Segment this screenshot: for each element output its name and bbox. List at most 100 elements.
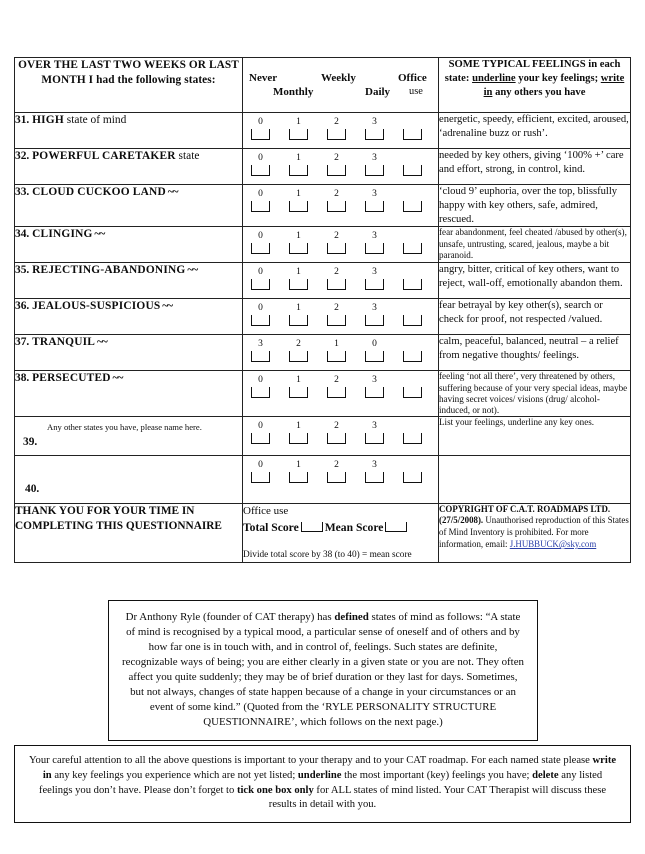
checkbox-other-39-4[interactable] [403,433,422,445]
instr-delete: delete [532,769,559,781]
total-score-field[interactable] [300,521,323,532]
instr-write-in: write in [42,755,617,781]
checkbox-tranquil-1[interactable] [289,351,308,363]
state-number: 35. [15,264,30,277]
checkbox-rejecting-abandoning-2[interactable] [327,279,346,291]
checkbox-tranquil-4[interactable] [403,351,422,363]
checkbox-high-4[interactable] [403,129,422,140]
feelings-text-jealous-suspicious[interactable]: fear betrayal by key other(s), search or… [438,298,631,336]
checkbox-clinging-1[interactable] [289,243,308,255]
checkbox-rejecting-abandoning-4[interactable] [403,279,422,291]
state-number: 31. [15,114,30,126]
checkbox-other-40-4[interactable] [403,472,422,484]
checkbox-powerful-caretaker-2[interactable] [327,165,346,176]
checkbox-high-2[interactable] [327,129,346,140]
scale-number-2: 2 [334,189,339,199]
checkbox-persecuted-0[interactable] [251,387,270,399]
checkbox-cloud-cuckoo-land-2[interactable] [327,201,346,212]
contact-email-link[interactable]: J.HUBBUCK@sky.com [509,539,597,550]
checkbox-clinging-0[interactable] [251,243,270,255]
checkbox-other-40-2[interactable] [327,472,346,484]
feelings-text-other-39[interactable]: List your feelings, underline any key on… [438,416,631,457]
feelings-text-persecuted[interactable]: feeling ‘not all there’, very threatened… [438,370,631,418]
scale-cell-jealous-suspicious: 0 1 2 3 [242,298,439,336]
checkbox-powerful-caretaker-3[interactable] [365,165,384,176]
checkbox-clinging-3[interactable] [365,243,384,255]
scale-number-3: 3 [372,117,377,127]
state-label-other-39[interactable]: Any other states you have, please name h… [14,416,243,457]
checkbox-tranquil-3[interactable] [365,351,384,363]
checkbox-cloud-cuckoo-land-4[interactable] [403,201,422,212]
checkbox-persecuted-3[interactable] [365,387,384,399]
checkbox-jealous-suspicious-3[interactable] [365,315,384,327]
checkbox-clinging-4[interactable] [403,243,422,255]
quote-text-a: Dr Anthony Ryle (founder of CAT therapy)… [125,611,335,623]
scale-cell-high: 0 1 2 3 [242,112,439,149]
scale-number-2: 2 [334,375,339,386]
checkbox-powerful-caretaker-1[interactable] [289,165,308,176]
copyright-terms: Unauthorised reproduction of this States… [439,515,629,550]
scale-number-0: 0 [258,303,263,314]
scale-cell-tranquil: 3 2 1 0 [242,334,439,372]
state-number: 38. [15,372,30,385]
scale-cell-powerful-caretaker: 0 1 2 3 [242,148,439,185]
checkbox-high-3[interactable] [365,129,384,140]
feelings-text-rejecting-abandoning[interactable]: angry, bitter, critical of key others, w… [438,262,631,300]
scale-number-2: 2 [334,153,339,163]
checkbox-tranquil-2[interactable] [327,351,346,363]
state-row-powerful-caretaker: 32. POWERFUL CARETAKER state 0 1 2 3 needed b… [14,148,631,185]
table-footer-row: THANK YOU FOR YOUR TIME IN COMPLETING TH… [14,502,631,564]
scale-number-1: 1 [296,421,301,432]
header-office: Office [398,72,427,84]
checkbox-other-39-3[interactable] [365,433,384,445]
scale-number-0: 0 [258,421,263,432]
scale-cell-clinging: 0 1 2 3 [242,226,439,264]
checkbox-persecuted-1[interactable] [289,387,308,399]
state-row-tranquil: 37. TRANQUIL ~~ 3 2 1 0 calm, peaceful, balan… [14,334,631,372]
checkbox-powerful-caretaker-0[interactable] [251,165,270,176]
checkbox-cloud-cuckoo-land-0[interactable] [251,201,270,212]
checkbox-cloud-cuckoo-land-1[interactable] [289,201,308,212]
feelings-text-high[interactable]: energetic, speedy, efficient, excited, a… [438,112,631,149]
scale-number-2: 2 [296,339,301,350]
feelings-text-powerful-caretaker[interactable]: needed by key others, giving ‘100% +’ ca… [438,148,631,185]
checkbox-cloud-cuckoo-land-3[interactable] [365,201,384,212]
checkbox-rejecting-abandoning-1[interactable] [289,279,308,291]
mean-score-field[interactable] [385,521,408,532]
scale-number-2: 2 [334,267,339,278]
checkbox-clinging-2[interactable] [327,243,346,255]
checkbox-other-40-0[interactable] [251,472,270,484]
scale-number-2: 2 [334,303,339,314]
scale-number-3: 3 [372,460,377,471]
checkbox-other-40-1[interactable] [289,472,308,484]
checkbox-high-1[interactable] [289,129,308,140]
checkbox-other-40-3[interactable] [365,472,384,484]
checkbox-tranquil-0[interactable] [251,351,270,363]
instr-tick-one-box: tick one box only [236,784,314,796]
checkbox-other-39-1[interactable] [289,433,308,445]
feelings-text-other-40[interactable] [438,455,631,504]
checkbox-jealous-suspicious-2[interactable] [327,315,346,327]
state-name-suffix: state of mind [63,114,127,126]
checkbox-rejecting-abandoning-0[interactable] [251,279,270,291]
feelings-text-cloud-cuckoo-land[interactable]: ‘cloud 9’ euphoria, over the top, blissf… [438,183,631,228]
checkbox-jealous-suspicious-0[interactable] [251,315,270,327]
checkbox-powerful-caretaker-4[interactable] [403,165,422,176]
checkbox-persecuted-2[interactable] [327,387,346,399]
scale-number-0: 0 [258,231,263,242]
scale-cell-other-40: 0 1 2 3 [242,455,439,504]
scale-cell-rejecting-abandoning: 0 1 2 3 [242,262,439,300]
checkbox-persecuted-4[interactable] [403,387,422,399]
scale-number-0: 0 [258,267,263,278]
checkbox-rejecting-abandoning-3[interactable] [365,279,384,291]
checkbox-jealous-suspicious-4[interactable] [403,315,422,327]
header-never: Never [249,72,278,84]
feelings-text-tranquil[interactable]: calm, peaceful, balanced, neutral – a re… [438,334,631,372]
checkbox-other-39-0[interactable] [251,433,270,445]
feelings-text-clinging[interactable]: fear abandonment, feel cheated /abused b… [438,226,631,264]
checkbox-other-39-2[interactable] [327,433,346,445]
state-label-clinging: 34. CLINGING ~~ [14,226,243,264]
checkbox-high-0[interactable] [251,129,270,140]
state-label-other-40[interactable]: 40. [14,455,243,504]
checkbox-jealous-suspicious-1[interactable] [289,315,308,327]
